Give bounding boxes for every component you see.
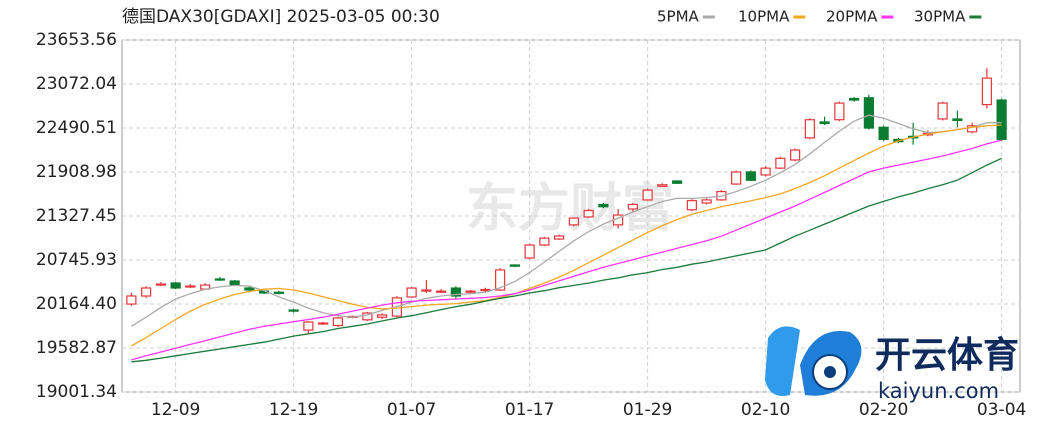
x-tick-label: 12-19	[269, 400, 318, 420]
y-tick-label: 21908.98	[36, 162, 117, 182]
candle-body	[539, 237, 550, 246]
candle-body	[126, 295, 137, 305]
x-tick-label: 01-07	[387, 400, 436, 420]
logo-url: kaiyun.com	[878, 379, 999, 403]
logo-shape	[765, 326, 800, 396]
candle-body	[450, 287, 461, 297]
candle-body	[967, 125, 978, 133]
x-tick-label: 12-09	[151, 400, 200, 420]
x-tick-label: 01-29	[623, 400, 672, 420]
candle-body	[701, 199, 712, 204]
candle-body	[141, 287, 152, 297]
candle-body	[554, 235, 565, 240]
candle-body	[244, 287, 255, 291]
candle-body	[480, 288, 491, 292]
candle-body	[170, 282, 181, 289]
candle-body	[952, 118, 963, 122]
ma-line	[131, 124, 1002, 347]
candle-body	[863, 97, 874, 129]
candle-body	[731, 171, 742, 185]
ma-line	[131, 114, 1002, 327]
legend-label: 5PMA	[657, 8, 700, 26]
candle-body	[627, 203, 638, 210]
y-tick-label: 22490.51	[36, 118, 117, 138]
grid	[122, 39, 1020, 393]
y-tick-label: 21327.45	[36, 206, 117, 226]
y-tick-label: 20745.93	[36, 250, 117, 270]
legend-label: 30PMA	[914, 8, 966, 26]
candle-body	[996, 99, 1007, 140]
candle-body	[303, 321, 314, 331]
candle-body	[834, 102, 845, 121]
candle-body	[318, 322, 329, 325]
candle-body	[775, 157, 786, 169]
candle-body	[672, 180, 683, 184]
legend-label: 10PMA	[738, 8, 790, 26]
candle-body	[568, 217, 579, 226]
logo: 开云体育 kaiyun.com	[765, 326, 1019, 403]
candle-body	[214, 278, 225, 281]
candle-body	[495, 269, 506, 291]
candle-body	[509, 264, 520, 267]
candle-body	[288, 309, 299, 312]
candle-body	[819, 121, 830, 125]
candle-body	[804, 119, 815, 139]
legend-label: 20PMA	[826, 8, 878, 26]
candle-body	[185, 285, 196, 288]
candle-body	[362, 312, 373, 321]
chart-title: 德国DAX30[GDAXI] 2025-03-05 00:30	[122, 7, 440, 27]
x-tick-label: 03-04	[977, 400, 1026, 420]
candle-body	[745, 171, 756, 181]
y-tick-label: 23653.56	[36, 30, 117, 50]
ma-line	[131, 157, 1002, 363]
candle-body	[583, 209, 594, 218]
x-tick-label: 02-10	[741, 400, 790, 420]
candle-body	[406, 287, 417, 298]
y-tick-label: 19001.34	[36, 382, 117, 402]
candle-body	[686, 200, 697, 211]
logo-text: 开云体育	[875, 335, 1019, 376]
y-tick-label: 23072.04	[36, 74, 117, 94]
candle-body	[849, 97, 860, 101]
candle-body	[436, 290, 447, 293]
candle-body	[657, 184, 668, 187]
candle-body	[981, 77, 992, 106]
logo-ball	[824, 366, 836, 378]
candle-body	[155, 283, 166, 286]
candle-body	[937, 102, 948, 120]
x-tick-label: 02-20	[859, 400, 908, 420]
y-tick-label: 20164.40	[36, 294, 117, 314]
y-tick-label: 19582.87	[36, 338, 117, 358]
x-tick-label: 01-17	[505, 400, 554, 420]
candle-body	[760, 167, 771, 176]
candle-body	[332, 317, 343, 327]
ma-line	[131, 139, 1002, 361]
candle-body	[524, 244, 535, 259]
candle-body	[790, 149, 801, 161]
candle-body	[273, 291, 284, 294]
candle-body	[421, 289, 432, 292]
candle-body	[598, 203, 609, 208]
candle-body	[878, 126, 889, 140]
candle-body	[377, 314, 388, 318]
candle-body	[229, 280, 240, 286]
candle-body	[642, 189, 653, 201]
marks	[126, 68, 1007, 363]
candle-body	[465, 290, 476, 293]
